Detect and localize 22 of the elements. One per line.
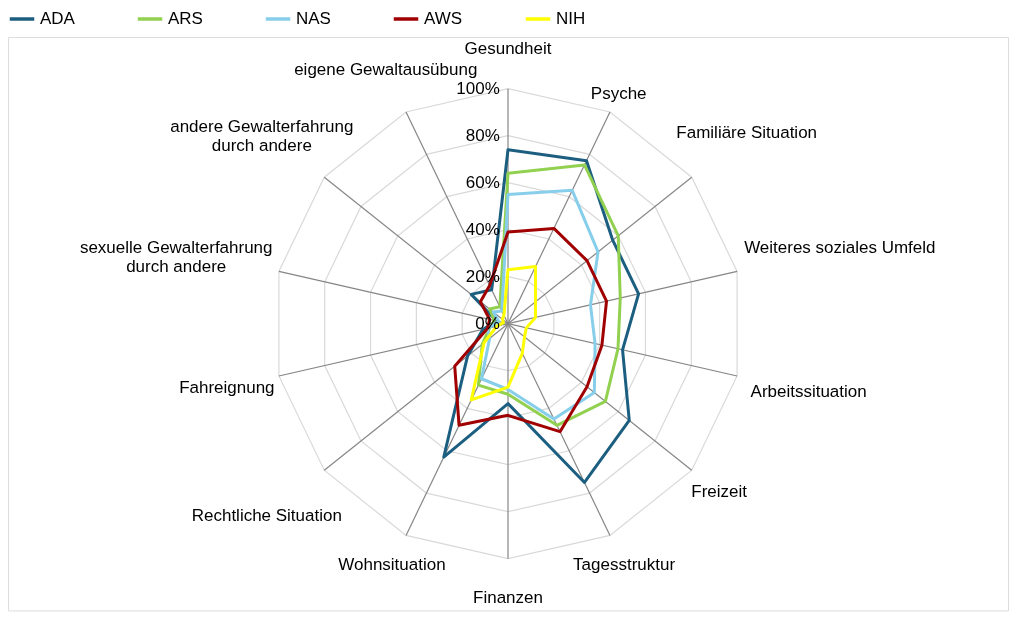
legend-label: NAS xyxy=(296,9,331,28)
spoke-label: andere Gewalterfahrung durch andere xyxy=(170,117,354,156)
legend-label: AWS xyxy=(424,9,463,28)
legend-label: ARS xyxy=(168,9,203,28)
spoke-label: Finanzen xyxy=(473,588,543,608)
spoke-label: Psyche xyxy=(590,83,647,103)
spoke-label: Familiäre Situation xyxy=(676,123,818,143)
y-tick-label: 60% xyxy=(465,172,500,192)
spoke-label: Arbeitssituation xyxy=(750,382,867,402)
spoke-label: Gesundheit xyxy=(464,39,552,59)
y-tick-label: 100% xyxy=(456,78,500,98)
spoke-label: Wohnsituation xyxy=(338,554,446,574)
spoke-label: Rechtliche Situation xyxy=(191,506,342,526)
y-tick-label: 80% xyxy=(465,125,500,145)
spoke-label: Weiteres soziales Umfeld xyxy=(744,237,936,257)
legend-label: ADA xyxy=(40,9,76,28)
spoke-label: Freizeit xyxy=(691,482,748,502)
spoke-label: Tagesstruktur xyxy=(573,554,676,574)
legend-label: NIH xyxy=(556,9,586,28)
spoke-label: Fahreignung xyxy=(179,377,275,397)
spoke-label: sexuelle Gewalterfahrung durch andere xyxy=(79,237,273,276)
spoke-label: eigene Gewaltausübung xyxy=(294,59,478,79)
